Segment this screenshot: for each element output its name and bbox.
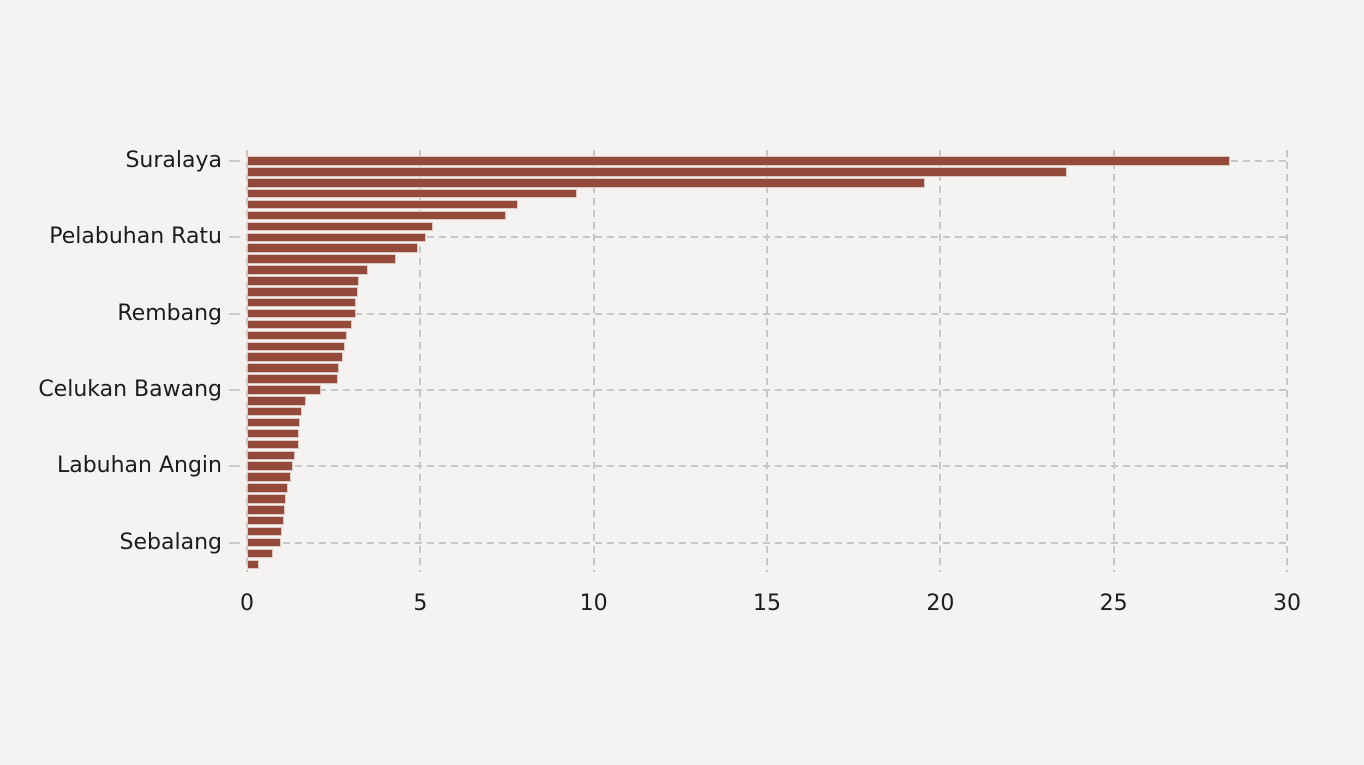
bar — [247, 243, 418, 253]
bar — [247, 308, 356, 319]
gridline-vertical — [939, 150, 942, 572]
y-tick-mark — [229, 388, 240, 391]
y-tick-mark — [229, 236, 240, 239]
bar — [247, 559, 260, 570]
bar — [247, 167, 1068, 177]
bar — [247, 450, 296, 461]
bar — [247, 461, 294, 471]
bar — [247, 548, 274, 559]
bar — [247, 537, 282, 548]
bar — [247, 374, 339, 384]
y-tick-label: Labuhan Angin — [56, 453, 222, 479]
y-tick-mark — [229, 541, 240, 544]
bar — [247, 428, 300, 439]
bar — [247, 319, 352, 330]
bar — [247, 297, 357, 308]
gridline-vertical — [766, 150, 768, 572]
gridline-horizontal — [247, 236, 1287, 239]
gridline-vertical — [592, 150, 595, 572]
bar — [247, 265, 368, 275]
bar — [247, 526, 283, 537]
y-tick-label: Pelabuhan Ratu — [49, 224, 222, 250]
bar — [247, 341, 345, 352]
y-tick-mark — [229, 312, 240, 315]
bar — [247, 396, 306, 406]
gridline-vertical — [1286, 150, 1288, 572]
bar — [247, 417, 300, 428]
gridline-vertical — [419, 150, 422, 572]
y-tick-label: Suralaya — [125, 148, 222, 173]
bar — [247, 363, 340, 373]
bar — [247, 276, 360, 286]
gridline-horizontal — [247, 465, 1287, 468]
x-tick-label: 15 — [753, 591, 781, 616]
bar — [247, 406, 302, 417]
bar — [247, 199, 518, 210]
gridline-horizontal — [247, 388, 1287, 391]
y-tick-mark — [229, 160, 240, 162]
bar — [247, 439, 299, 450]
bar — [247, 221, 433, 232]
bar — [247, 494, 286, 504]
bar — [247, 210, 506, 221]
bar — [247, 178, 925, 188]
gridline-horizontal — [247, 541, 1287, 544]
bar — [247, 188, 577, 199]
x-tick-label: 30 — [1273, 591, 1301, 616]
plot-area — [246, 150, 1288, 572]
y-tick-mark — [229, 465, 240, 468]
bar — [247, 483, 288, 493]
gridline-vertical — [1112, 150, 1115, 572]
x-tick-label: 20 — [926, 591, 955, 616]
bar — [247, 352, 344, 362]
bar — [247, 232, 426, 243]
bar — [247, 385, 322, 395]
bar — [247, 254, 397, 264]
bar — [247, 505, 286, 515]
bar — [247, 287, 359, 297]
y-tick-label: Sebalang — [119, 529, 222, 555]
y-tick-label: Rembang — [117, 300, 222, 326]
x-tick-label: 10 — [579, 591, 608, 616]
y-tick-label: Celukan Bawang — [38, 376, 222, 402]
x-tick-label: 5 — [413, 591, 428, 616]
bar — [247, 156, 1231, 166]
bar — [247, 330, 348, 341]
gridline-horizontal — [247, 312, 1287, 315]
x-tick-label: 0 — [240, 591, 254, 616]
bar — [247, 515, 284, 526]
bar — [247, 472, 291, 482]
x-tick-label: 25 — [1099, 591, 1128, 616]
